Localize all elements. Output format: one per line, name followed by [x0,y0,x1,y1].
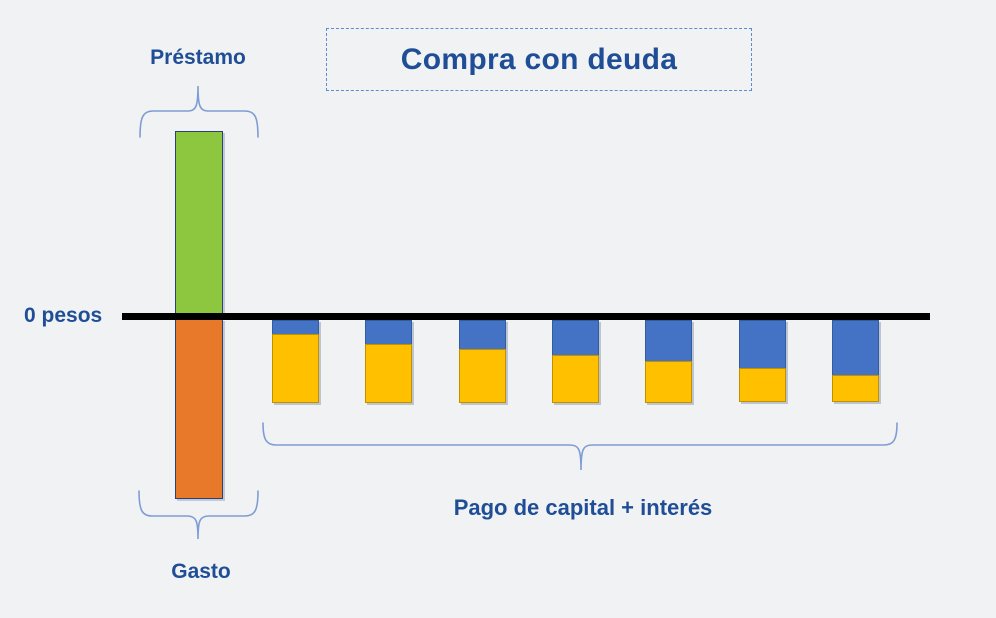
payment-bar-yellow-segment [272,334,319,403]
payments-brace-icon [262,422,898,471]
page-title: Compra con deuda [400,42,678,76]
payment-bar [551,320,599,403]
payment-bar-blue-segment [645,320,693,361]
payment-bar [458,320,506,403]
payment-bar-yellow-segment [645,361,693,403]
payment-bar-yellow-segment [365,344,413,403]
payment-bar-blue-segment [738,320,786,368]
payment-bar-yellow-segment [458,349,506,403]
payment-bar [645,320,693,403]
payment-bar [272,320,319,403]
payment-bar [365,320,413,403]
gasto-bar [175,319,223,499]
payment-bar [831,320,879,402]
gasto-label: Gasto [171,560,231,583]
payment-bar-blue-segment [458,320,506,349]
payment-bar-blue-segment [831,320,879,375]
payment-bar-blue-segment [551,320,599,355]
payment-bar-yellow-segment [831,375,879,402]
payment-bar-blue-segment [365,320,413,344]
payment-bars-group [272,320,879,403]
prestamo-brace-icon [139,85,259,138]
payment-bar-blue-segment [272,320,319,334]
payment-bar-yellow-segment [738,368,786,402]
prestamo-bar [175,131,223,314]
payment-bar [738,320,786,402]
payments-label: Pago de capital + interés [453,495,713,520]
zero-pesos-label: 0 pesos [24,304,103,327]
prestamo-label: Préstamo [150,46,246,69]
title-box: Compra con deuda [326,28,752,91]
zero-axis-line [122,313,930,320]
payment-bar-yellow-segment [551,355,599,403]
